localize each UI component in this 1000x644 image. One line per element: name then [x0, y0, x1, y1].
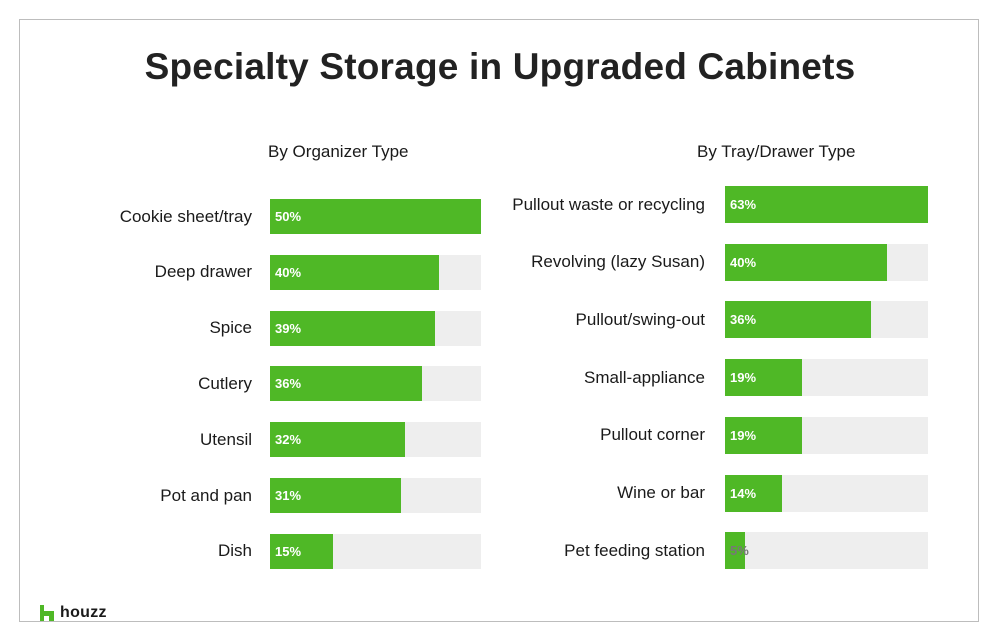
- bar: [270, 533, 334, 569]
- data-label: 5%: [730, 543, 749, 559]
- bar: [725, 532, 746, 570]
- category-label: Pullout waste or recycling: [512, 194, 705, 214]
- bar-track: 36%: [725, 301, 928, 339]
- bar: [270, 254, 439, 290]
- right-panel-title: By Tray/Drawer Type: [697, 142, 856, 161]
- bar: [725, 359, 803, 397]
- category-label: Revolving (lazy Susan): [531, 252, 705, 272]
- bar-track: 15%: [270, 533, 481, 569]
- data-label: 50%: [275, 209, 302, 224]
- category-label: Utensil: [200, 429, 252, 449]
- category-label: Small-appliance: [584, 367, 705, 387]
- bar-track: 50%: [270, 199, 481, 234]
- bar-track: 19%: [725, 359, 928, 397]
- houzz-logo: houzz: [40, 604, 107, 622]
- data-label: 15%: [275, 543, 302, 559]
- data-label: 19%: [730, 370, 757, 386]
- category-label: Pot and pan: [160, 485, 252, 505]
- data-label: 14%: [730, 485, 757, 501]
- bar-track: 39%: [270, 310, 481, 346]
- category-label: Spice: [209, 318, 252, 338]
- bar: [270, 422, 406, 458]
- data-label: 39%: [275, 320, 302, 336]
- data-label: 40%: [730, 254, 757, 270]
- bar: [270, 199, 481, 234]
- category-label: Dish: [217, 541, 252, 561]
- category-label: Pullout corner: [600, 425, 705, 445]
- brand-wordmark: houzz: [60, 604, 107, 621]
- category-label: Pullout/swing-out: [575, 309, 705, 329]
- houzz-h-logo-icon: [40, 605, 54, 621]
- data-label: 19%: [730, 427, 757, 443]
- bar-track: 40%: [270, 254, 481, 290]
- data-label: 40%: [275, 264, 302, 280]
- category-label: Cutlery: [198, 373, 252, 393]
- left-panel-title: By Organizer Type: [268, 142, 409, 161]
- chart-title: Specialty Storage in Upgraded Cabinets: [144, 46, 856, 87]
- category-label: Cookie sheet/tray: [119, 206, 252, 226]
- bar-track: 63%: [725, 186, 928, 223]
- data-label: 36%: [730, 312, 757, 328]
- bar-track: 31%: [270, 478, 481, 513]
- bar: [725, 301, 872, 339]
- category-label: Wine or bar: [617, 483, 705, 502]
- bar-track: 14%: [725, 474, 928, 512]
- bar-track: 19%: [725, 416, 928, 454]
- bar: [725, 186, 928, 223]
- bar: [270, 478, 401, 513]
- bar-track: 40%: [725, 243, 928, 281]
- data-label: 32%: [275, 432, 302, 448]
- bar: [725, 416, 803, 454]
- bar: [725, 243, 888, 281]
- data-label: 63%: [730, 197, 757, 212]
- bar-track: 5%: [725, 532, 928, 570]
- category-label: Deep drawer: [154, 262, 252, 282]
- bar: [270, 366, 422, 402]
- data-label: 36%: [275, 376, 302, 392]
- bar-track: 32%: [270, 422, 481, 458]
- data-label: 31%: [275, 488, 302, 503]
- bar: [725, 474, 782, 512]
- category-label: Pet feeding station: [564, 540, 705, 560]
- bar-track: 36%: [270, 366, 481, 402]
- bar: [270, 310, 435, 346]
